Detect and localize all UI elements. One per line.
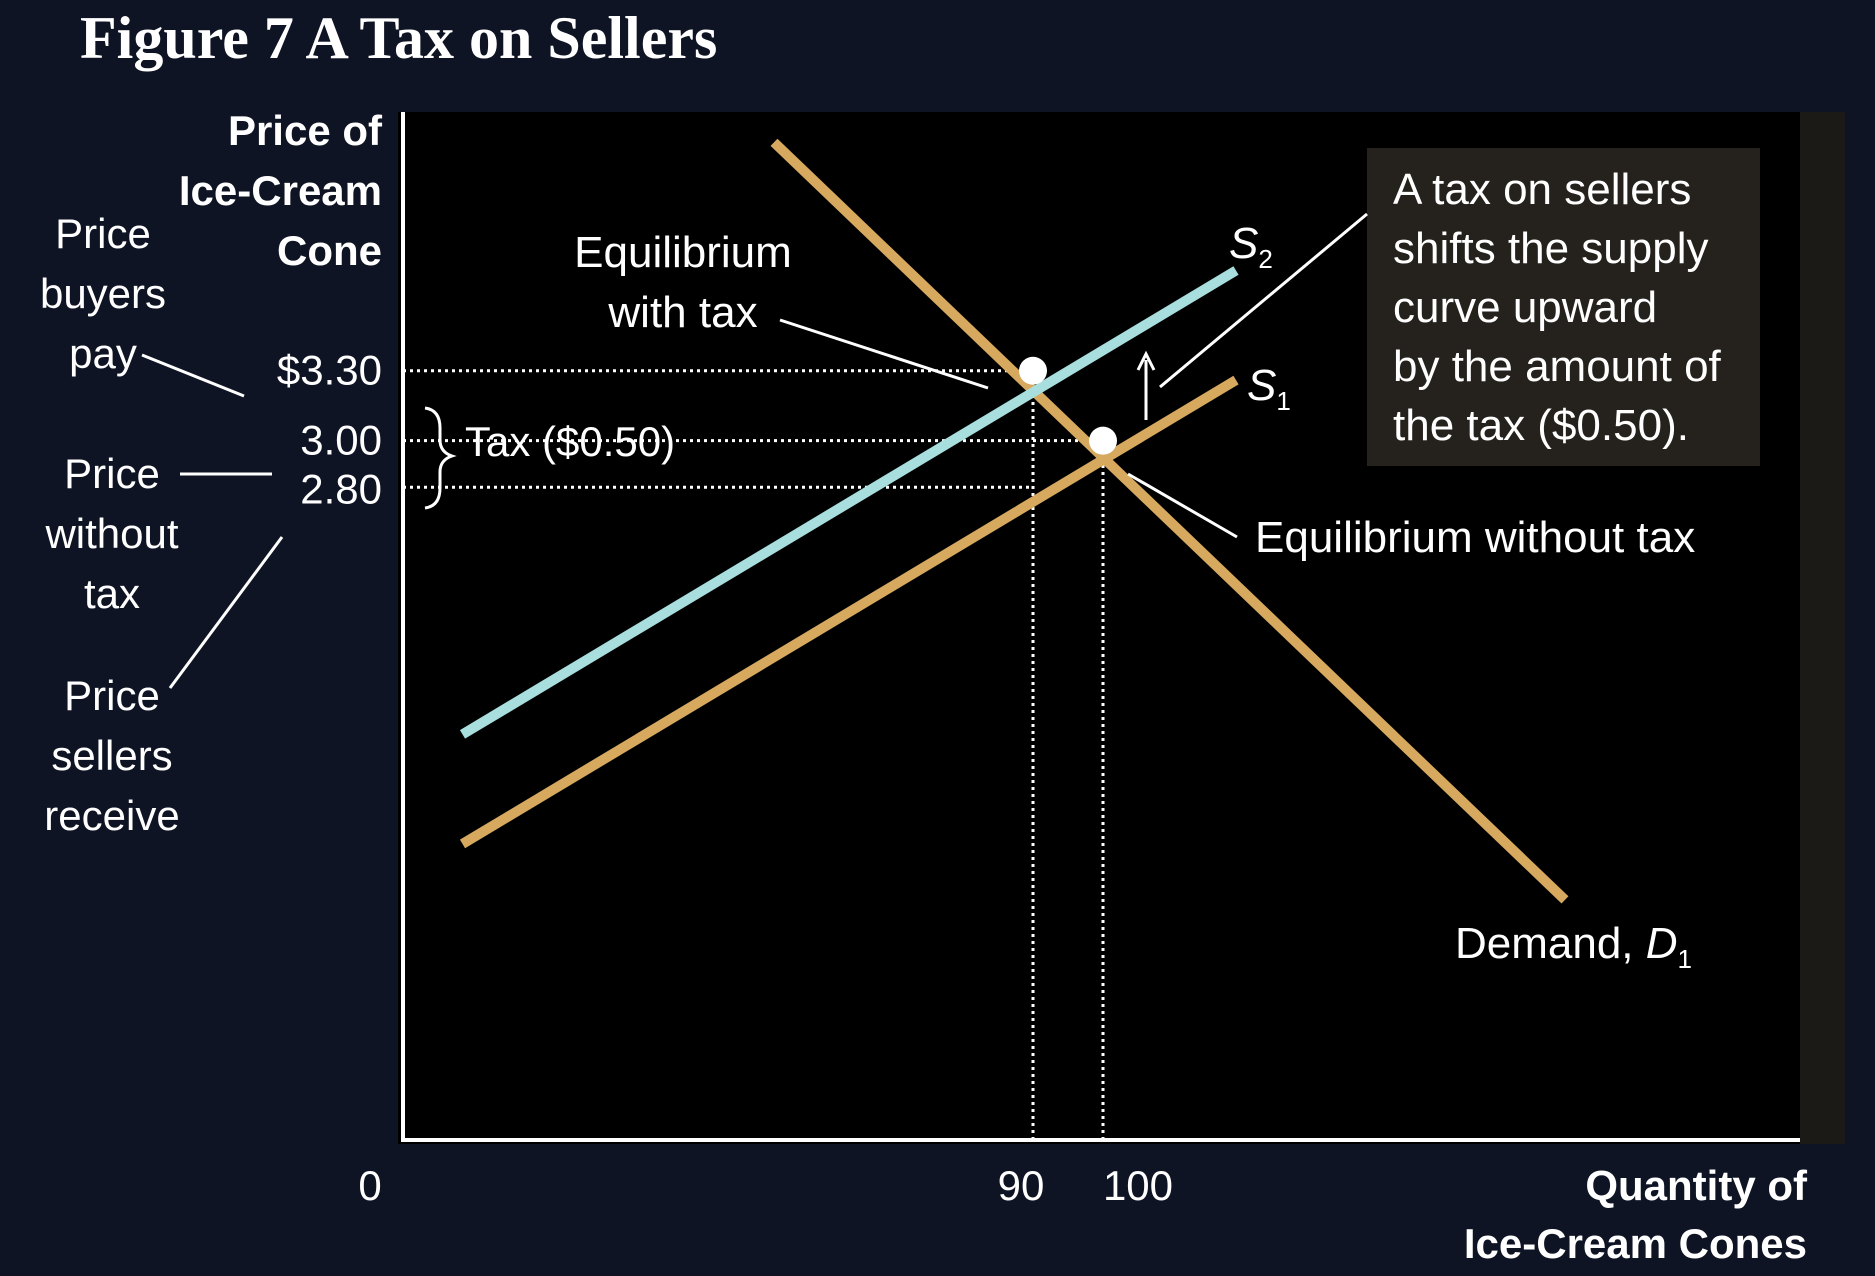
y-tick-label-2: 3.00 (300, 417, 382, 464)
y-axis-title-line-2: Ice-Cream (179, 167, 382, 214)
callout-leader (1159, 212, 1368, 389)
eq-with-tax-leader (779, 318, 989, 390)
s2-label: S2 (1229, 219, 1273, 274)
y-tick-label-3: 2.80 (300, 465, 382, 512)
dotted-guides (403, 369, 1105, 1140)
y-tick-label-1: $3.30 (277, 347, 382, 394)
price-sellers-receive-leader (168, 536, 284, 689)
axes (401, 112, 1800, 1142)
x-axis-title-line-1: Quantity of (1585, 1162, 1808, 1209)
equilibrium-points (1019, 356, 1117, 455)
price-without-tax-line-1: Price (64, 450, 160, 497)
demand-label: Demand, D1 (1455, 919, 1692, 974)
tax-bracket (424, 406, 457, 510)
s1-curve (459, 375, 1239, 849)
y-axis-title-line-1: Price of (228, 107, 383, 154)
s2-curve (459, 266, 1239, 739)
callout-text-line-1: A tax on sellers (1393, 165, 1691, 214)
eq-with-tax-label-line-1: Equilibrium (574, 228, 792, 277)
labels: $3.30 3.002.80 90 100 0 Price of Ice-Cream Cone… (40, 107, 1808, 1267)
x-axis-title-line-2: Ice-Cream Cones (1464, 1220, 1807, 1267)
plot-edge-shade (1800, 112, 1845, 1144)
eq-without-tax-leader (1127, 472, 1238, 539)
price-sellers-receive-line-3: receive (44, 792, 179, 839)
x-tick-label-1: 90 (998, 1162, 1045, 1209)
price-sellers-receive-line-2: sellers (51, 732, 172, 779)
curves (459, 138, 1569, 904)
callout-text-line-2: shifts the supply (1393, 224, 1709, 273)
figure-title: Figure 7 A Tax on Sellers (80, 5, 717, 71)
callout-box (1367, 148, 1760, 466)
price-buyers-pay-line-3: pay (69, 330, 137, 377)
callout-text-line-3: curve upward (1393, 283, 1657, 332)
shift-arrow-head (1136, 350, 1156, 371)
s1-label: S1 (1247, 361, 1291, 416)
eq-without-tax-label: Equilibrium without tax (1255, 513, 1695, 562)
price-without-tax-line-3: tax (84, 570, 140, 617)
price-buyers-pay-line-1: Price (55, 210, 151, 257)
y-axis-title-line-3: Cone (277, 227, 382, 274)
tax-bracket-label: Tax ($0.50) (465, 418, 675, 465)
price-buyers-pay-leader (141, 353, 245, 398)
callout-text-line-5: the tax ($0.50). (1393, 401, 1689, 450)
price-buyers-pay-line-2: buyers (40, 270, 166, 317)
callout-text-line-4: by the amount of (1393, 342, 1722, 391)
eq-with-tax-label-line-2: with tax (607, 288, 757, 337)
price-without-tax-line-2: without (44, 510, 178, 557)
x-tick-label-2: 100 (1103, 1162, 1173, 1209)
equilibrium-point-with-tax (1019, 356, 1047, 385)
origin-label: 0 (358, 1162, 381, 1209)
equilibrium-point-without-tax (1089, 426, 1117, 455)
price-sellers-receive-line-1: Price (64, 672, 160, 719)
demand-curve (770, 138, 1569, 904)
